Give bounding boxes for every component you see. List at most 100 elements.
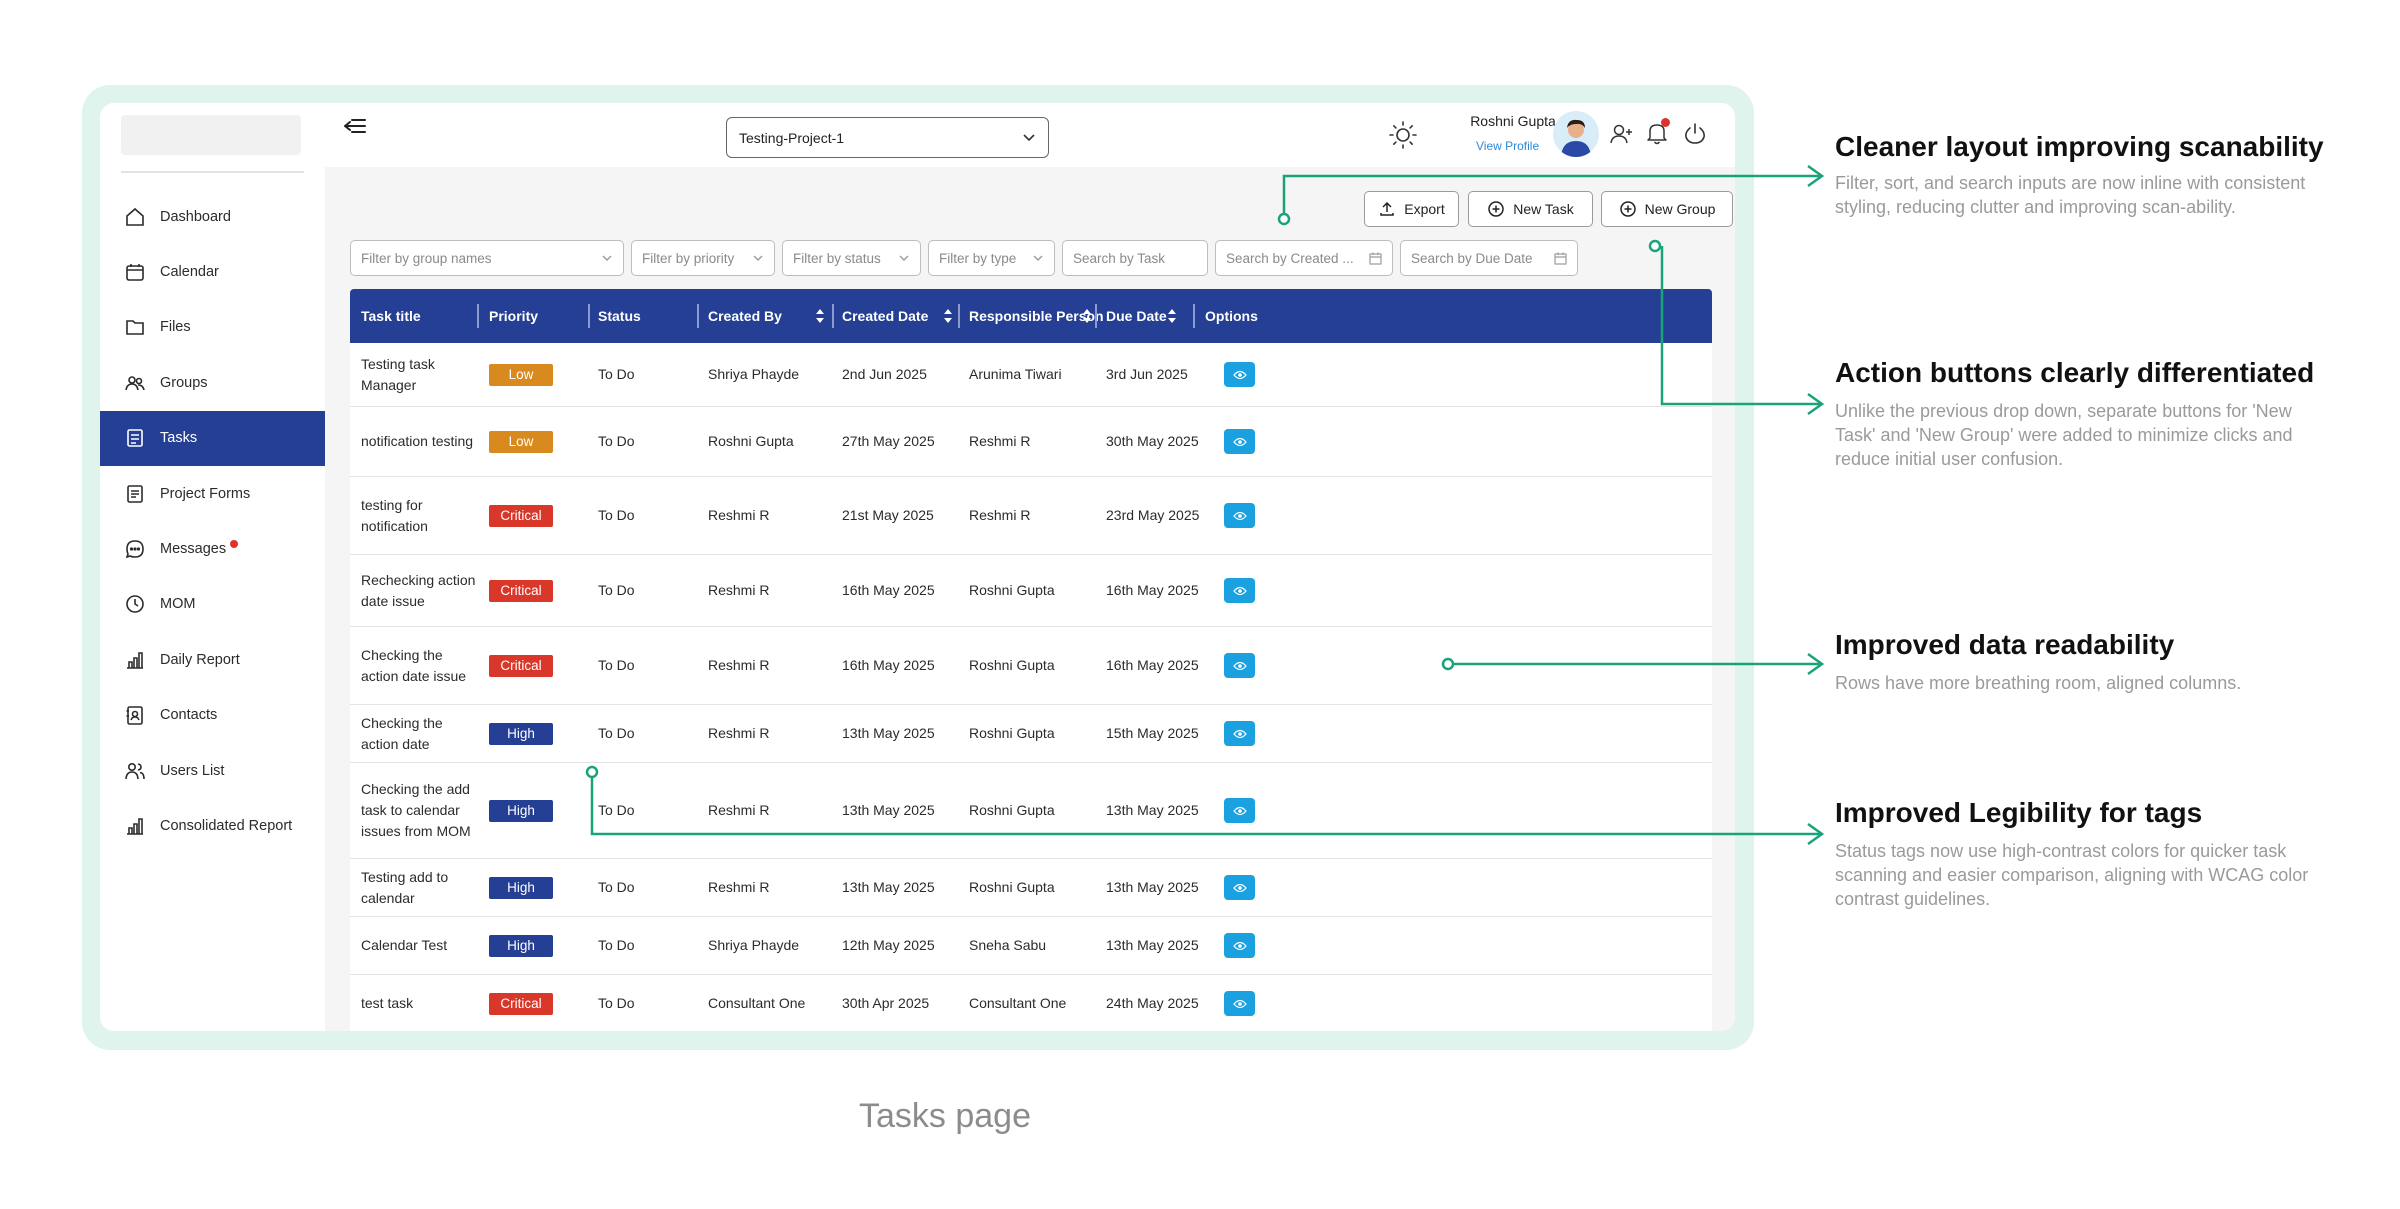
cell-text: 13th May 2025 (842, 879, 935, 895)
add-user-icon[interactable] (1609, 121, 1635, 147)
table-body: Testing task Manager Low To Do Shriya Phayd… (350, 343, 1712, 1031)
table-row: Rechecking action date issue Critical To D… (350, 555, 1712, 627)
power-icon[interactable] (1681, 120, 1709, 148)
avatar[interactable] (1553, 111, 1599, 157)
cell-text: Consultant One (708, 995, 806, 1011)
cell-created: 13th May 2025 (842, 705, 962, 762)
tasks-icon (123, 426, 147, 450)
sidebar-item-files[interactable]: Files (100, 300, 325, 355)
view-task-button[interactable] (1224, 933, 1255, 958)
cell-text: Roshni Gupta (969, 582, 1055, 598)
cell-options (1224, 477, 1255, 554)
view-task-button[interactable] (1224, 721, 1255, 746)
sidebar-item-mom[interactable]: MOM (100, 577, 325, 632)
cell-created-by: Reshmi R (708, 477, 833, 554)
view-task-button[interactable] (1224, 991, 1255, 1016)
calendar-icon (123, 260, 147, 284)
cell-priority: High (489, 763, 589, 858)
project-select[interactable]: Testing-Project-1 (726, 117, 1049, 158)
sidebar-item-label: Contacts (160, 707, 218, 724)
sidebar-item-daily-report[interactable]: Daily Report (100, 632, 325, 687)
column-divider (958, 304, 960, 328)
cell-text: 16th May 2025 (842, 582, 935, 598)
sort-icon[interactable] (814, 308, 826, 324)
cell-title: Calendar Test (361, 917, 479, 974)
new-group-button[interactable]: New Group (1601, 191, 1733, 227)
tasks-table: Task title Priority Status Created By Create… (350, 289, 1712, 1031)
view-task-button[interactable] (1224, 875, 1255, 900)
cell-due: 16th May 2025 (1106, 627, 1206, 704)
cell-text: To Do (598, 507, 635, 523)
sidebar-item-dashboard[interactable]: Dashboard (100, 189, 325, 244)
unread-dot (230, 540, 239, 549)
contacts-icon (123, 703, 147, 727)
cell-text: To Do (598, 725, 635, 741)
cell-priority: Critical (489, 477, 589, 554)
cell-responsible: Arunima Tiwari (969, 343, 1099, 406)
column-header-created-by[interactable]: Created By (708, 308, 782, 324)
group-filter-select[interactable]: Filter by group names (350, 240, 624, 276)
cell-status: To Do (598, 555, 698, 626)
sidebar-item-contacts[interactable]: Contacts (100, 688, 325, 743)
eye-icon (1232, 999, 1247, 1008)
cell-created-by: Reshmi R (708, 859, 833, 916)
cell-text: Testing add to calendar (361, 868, 449, 906)
cell-text: Arunima Tiwari (969, 366, 1062, 382)
sort-icon[interactable] (942, 308, 954, 324)
bell-icon[interactable] (1643, 119, 1671, 147)
table-row: Testing task Manager Low To Do Shriya Phayd… (350, 343, 1712, 407)
view-task-button[interactable] (1224, 503, 1255, 528)
sort-icon[interactable] (1081, 308, 1093, 324)
priority-tag: Critical (489, 992, 553, 1015)
collapse-menu-icon[interactable] (340, 111, 370, 141)
cell-created: 30th Apr 2025 (842, 975, 962, 1031)
cell-responsible: Roshni Gupta (969, 705, 1099, 762)
clock-icon (123, 592, 147, 616)
status-filter-select[interactable]: Filter by status (782, 240, 921, 276)
new-task-button[interactable]: New Task (1468, 191, 1593, 227)
sidebar-item-users-list[interactable]: Users List (100, 743, 325, 798)
cell-text: Checking the add task to calendar issues… (361, 781, 471, 839)
form-icon (123, 482, 147, 506)
task-search-input[interactable]: Search by Task (1062, 240, 1208, 276)
table-row: Checking the action date High To Do Reshmi … (350, 705, 1712, 763)
due-date-search-input[interactable]: Search by Due Date (1400, 240, 1578, 276)
folder-icon (123, 315, 147, 339)
sidebar-item-label: Dashboard (160, 208, 231, 225)
type-filter-select[interactable]: Filter by type (928, 240, 1055, 276)
view-task-button[interactable] (1224, 429, 1255, 454)
sidebar-item-groups[interactable]: Groups (100, 355, 325, 410)
cell-due: 13th May 2025 (1106, 859, 1206, 916)
view-task-button[interactable] (1224, 653, 1255, 678)
sidebar-item-tasks[interactable]: Tasks (100, 410, 325, 466)
export-button[interactable]: Export (1364, 191, 1459, 227)
cell-responsible: Roshni Gupta (969, 555, 1099, 626)
cell-options (1224, 859, 1255, 916)
view-task-button[interactable] (1224, 798, 1255, 823)
sidebar-item-calendar[interactable]: Calendar (100, 244, 325, 299)
view-profile-link[interactable]: View Profile (1476, 139, 1540, 153)
sidebar-item-project-forms[interactable]: Project Forms (100, 466, 325, 521)
sort-icon[interactable] (1166, 308, 1178, 324)
cell-priority: High (489, 917, 589, 974)
created-date-search-input[interactable]: Search by Created ... (1215, 240, 1393, 276)
cell-responsible: Roshni Gupta (969, 763, 1099, 858)
theme-sun-icon[interactable] (1387, 119, 1419, 151)
column-header-responsible-person[interactable]: Responsible Person (969, 308, 1104, 324)
sidebar-item-label: Project Forms (160, 485, 251, 502)
sidebar-item-consolidated-report[interactable]: Consolidated Report (100, 798, 325, 853)
cell-status: To Do (598, 859, 698, 916)
eye-icon (1232, 661, 1247, 670)
column-header-due-date[interactable]: Due Date (1106, 308, 1167, 324)
column-header-options: Options (1205, 308, 1258, 324)
cell-text: Reshmi R (708, 657, 770, 673)
column-header-created-date[interactable]: Created Date (842, 308, 929, 324)
cell-options (1224, 763, 1255, 858)
priority-filter-select[interactable]: Filter by priority (631, 240, 775, 276)
sidebar-nav: Dashboard Calendar Files Groups Tasks Project… (100, 189, 325, 854)
annotation-description: Filter, sort, and search inputs are now … (1835, 173, 2306, 217)
cell-responsible: Roshni Gupta (969, 627, 1099, 704)
view-task-button[interactable] (1224, 362, 1255, 387)
view-task-button[interactable] (1224, 578, 1255, 603)
sidebar-item-messages[interactable]: Messages (100, 521, 325, 576)
